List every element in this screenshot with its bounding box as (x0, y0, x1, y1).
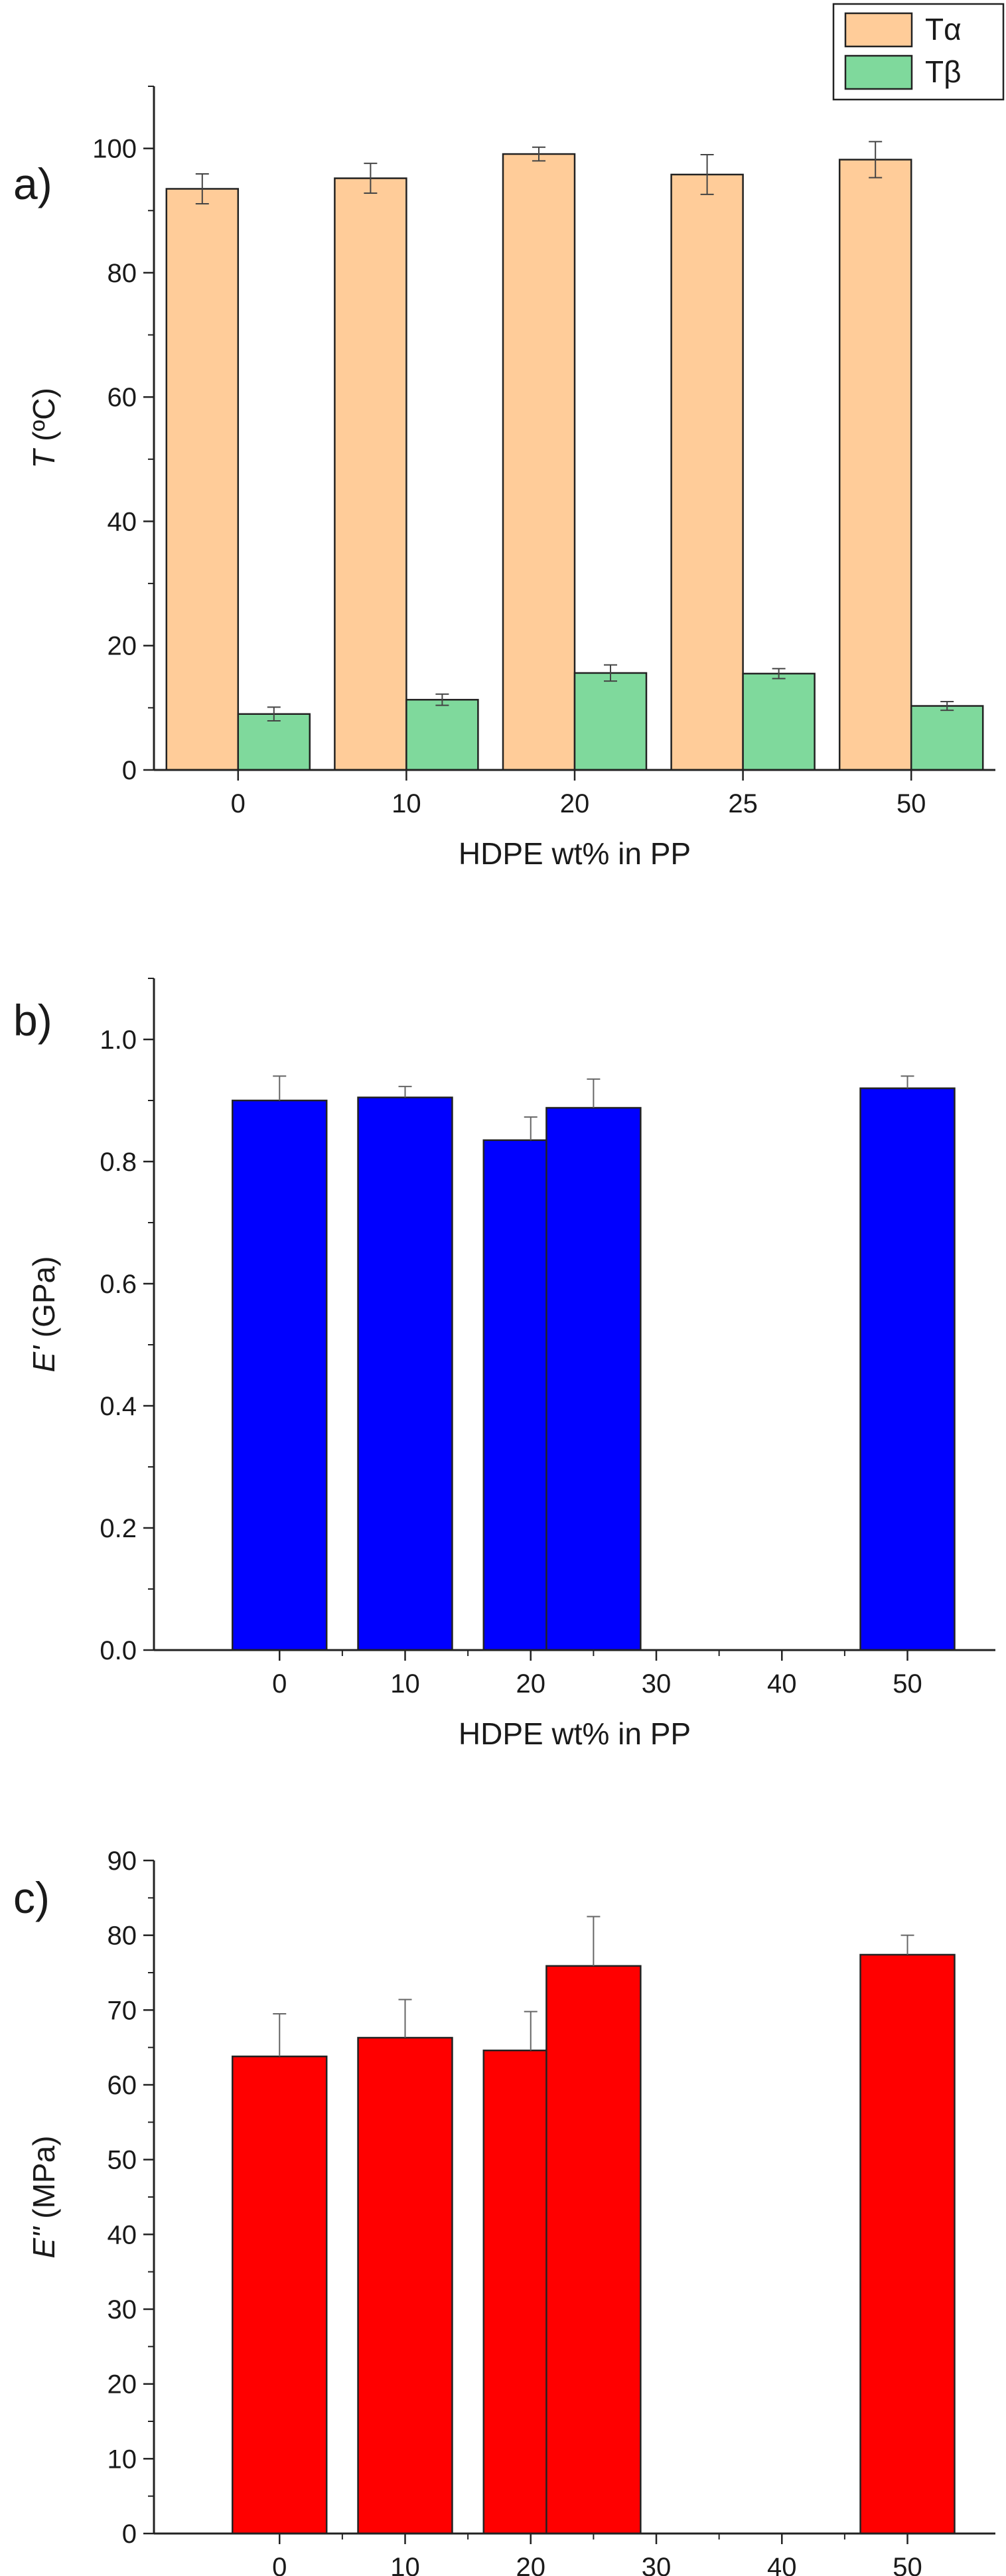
bar-Tβ-50 (910, 705, 984, 771)
bar-Tα-10 (334, 177, 407, 771)
x-tick-label: 10 (390, 2553, 420, 2576)
x-tick-label: 40 (767, 2553, 797, 2576)
x-tick-label: 20 (516, 1669, 546, 1699)
y-axis-title-symbol: E' (27, 1345, 61, 1373)
legend-label-1: Tα (925, 12, 962, 46)
bar-Tα-25 (670, 173, 744, 771)
y-tick-label: 100 (92, 135, 137, 164)
y-axis-title: T (ºC) (27, 388, 61, 469)
bar-0 (232, 1099, 328, 1651)
y-tick-label: 90 (108, 1847, 137, 1876)
y-tick-label: 0.4 (100, 1392, 137, 1421)
y-tick-label: 80 (108, 259, 137, 288)
x-tick-label: 10 (390, 1669, 420, 1699)
bar-Tβ-20 (573, 672, 648, 771)
panel-label: a) (13, 159, 52, 208)
y-tick-label: 20 (108, 632, 137, 661)
chart-panel-2: 0 10 20 30 40 50 0.0 0.2 0.4 0.6 0.8 1.0 HDPE wt% in… (13, 978, 995, 1751)
x-tick-label: 40 (767, 1669, 797, 1699)
x-tick-label: 0 (231, 789, 246, 818)
y-tick-label: 80 (108, 1922, 137, 1951)
x-tick-label: 10 (392, 789, 421, 818)
y-axis-title: E' (GPa) (27, 1256, 61, 1373)
y-tick-label: 0.6 (100, 1270, 137, 1299)
y-tick-label: 40 (108, 2220, 137, 2249)
y-tick-label: 0.2 (100, 1514, 137, 1543)
x-tick-label: 20 (516, 2553, 546, 2576)
y-tick-label: 50 (108, 2146, 137, 2175)
y-axis-title-unit: (ºC) (27, 388, 61, 449)
bar-Tα-50 (838, 159, 912, 771)
x-tick-label: 25 (728, 789, 758, 818)
y-axis-title: E" (MPa) (27, 2135, 61, 2258)
y-tick-label: 0 (122, 2520, 137, 2549)
y-axis-title-symbol: E" (27, 2226, 61, 2259)
y-axis-title-unit: (GPa) (27, 1256, 61, 1346)
x-tick-label: 50 (893, 1669, 922, 1699)
bar-Tα-20 (502, 153, 576, 771)
bar-50 (859, 1953, 956, 2535)
y-axis-title-symbol: T (27, 448, 61, 469)
chart-panel-1: 0 10 20 25 50 0 20 40 60 80 100 HDPE wt% in PP T (ºC… (13, 3, 1005, 871)
y-axis-title-unit: (MPa) (27, 2135, 61, 2227)
x-tick-label: 0 (272, 1669, 287, 1699)
legend-swatch-1 (844, 12, 913, 48)
panel-label: b) (13, 996, 52, 1045)
y-tick-label: 60 (108, 383, 137, 412)
y-tick-label: 60 (108, 2071, 137, 2100)
y-tick-label: 70 (108, 1996, 137, 2025)
y-tick-label: 1.0 (100, 1025, 137, 1055)
bar-25 (545, 1106, 642, 1651)
x-tick-label: 0 (272, 2553, 287, 2576)
bar-25 (545, 1965, 642, 2535)
bar-10 (357, 2036, 453, 2535)
x-axis-title: HDPE wt% in PP (459, 836, 691, 871)
bar-Tβ-25 (742, 672, 816, 771)
y-tick-label: 10 (108, 2445, 137, 2474)
y-tick-label: 0.0 (100, 1636, 137, 1665)
x-tick-label: 50 (897, 789, 926, 818)
x-tick-label: 50 (893, 2553, 922, 2576)
legend-swatch-2 (844, 54, 913, 90)
bar-50 (859, 1087, 956, 1651)
panel-label: c) (13, 1873, 50, 1922)
chart-panel-3: 010203040500102030405060708090HDPE wt% i… (13, 1847, 995, 2576)
x-tick-label: 30 (642, 1669, 672, 1699)
bar-Tβ-10 (405, 698, 479, 771)
y-tick-label: 20 (108, 2370, 137, 2399)
x-axis-title: HDPE wt% in PP (459, 1716, 691, 1751)
legend: Tα Tβ (832, 3, 1005, 101)
bar-10 (357, 1097, 453, 1651)
y-tick-label: 0 (122, 756, 137, 785)
bar-Tα-0 (165, 188, 240, 771)
bar-Tβ-0 (237, 713, 311, 771)
y-tick-label: 0.8 (100, 1148, 137, 1177)
legend-label-2: Tβ (925, 54, 962, 89)
y-tick-label: 30 (108, 2295, 137, 2324)
x-tick-label: 20 (560, 789, 590, 818)
y-tick-label: 40 (108, 507, 137, 536)
x-tick-label: 30 (642, 2553, 672, 2576)
bar-0 (232, 2055, 328, 2535)
